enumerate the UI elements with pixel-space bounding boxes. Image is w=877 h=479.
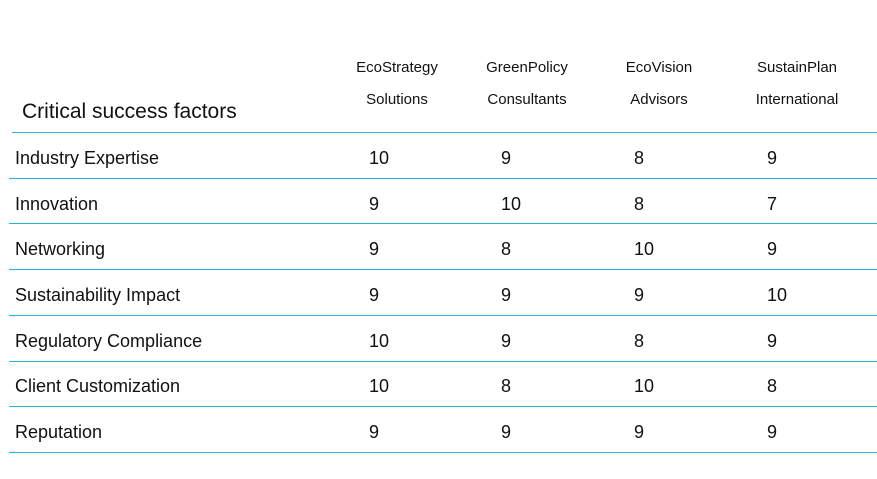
row-divider (9, 177, 877, 179)
row-label: Industry Expertise (15, 147, 160, 168)
row-divider (9, 269, 877, 271)
table-cell: 9 (767, 330, 778, 351)
table-cell: 9 (767, 147, 778, 168)
table-cell: 8 (634, 330, 645, 351)
column-header-line: EcoStrategy (356, 59, 438, 76)
table-cell: 9 (501, 284, 512, 305)
table-cell: 10 (369, 147, 390, 168)
table-cell: 9 (634, 422, 645, 443)
table-cell: 8 (767, 376, 778, 397)
table-cell: 8 (501, 239, 512, 260)
column-header-line: EcoVision (625, 59, 693, 76)
table-cell: 9 (501, 330, 512, 351)
row-divider (9, 223, 877, 225)
row-label: Client Customization (15, 376, 181, 397)
row-divider (9, 314, 877, 316)
row-label: Regulatory Compliance (15, 330, 203, 351)
row-label: Reputation (15, 422, 103, 443)
table-cell: 9 (369, 284, 380, 305)
column-header-line: GreenPolicy (486, 59, 568, 76)
table-cell: 10 (501, 193, 522, 214)
table-cell: 9 (369, 193, 380, 214)
column-header-3: EcoVision Advisors (589, 52, 729, 116)
table-cell: 9 (501, 422, 512, 443)
table-cell: 9 (369, 422, 380, 443)
table-cell: 9 (767, 422, 778, 443)
table-cell: 10 (634, 376, 655, 397)
row-label: Innovation (15, 193, 99, 214)
table-cell: 8 (501, 376, 512, 397)
column-header-line: SustainPlan (756, 59, 838, 76)
row-divider (12, 132, 877, 133)
column-header-2: GreenPolicy Consultants (457, 52, 597, 116)
table-cell: 8 (634, 147, 645, 168)
column-header-4: SustainPlan International (727, 52, 867, 116)
column-header-line: Consultants (487, 91, 567, 108)
table-cell: 9 (501, 147, 512, 168)
table-cell: 10 (767, 284, 788, 305)
table-cell: 10 (369, 376, 390, 397)
table-cell: 9 (634, 284, 645, 305)
row-label: Sustainability Impact (15, 284, 181, 305)
column-header-line: International (755, 91, 839, 108)
table-cell: 8 (634, 193, 645, 214)
column-header-line: Advisors (630, 91, 688, 108)
table-cell: 9 (767, 239, 778, 260)
table-cell: 10 (369, 330, 390, 351)
table-cell: 7 (767, 193, 778, 214)
column-header-line: Solutions (366, 91, 428, 108)
row-label: Networking (15, 239, 106, 260)
table-cell: 9 (369, 239, 380, 260)
row-divider (9, 451, 877, 453)
table-cell: 10 (634, 239, 655, 260)
row-divider (9, 406, 877, 408)
table-title: Critical success factors (22, 100, 237, 123)
column-header-1: EcoStrategy Solutions (327, 52, 467, 116)
row-divider (9, 360, 877, 362)
